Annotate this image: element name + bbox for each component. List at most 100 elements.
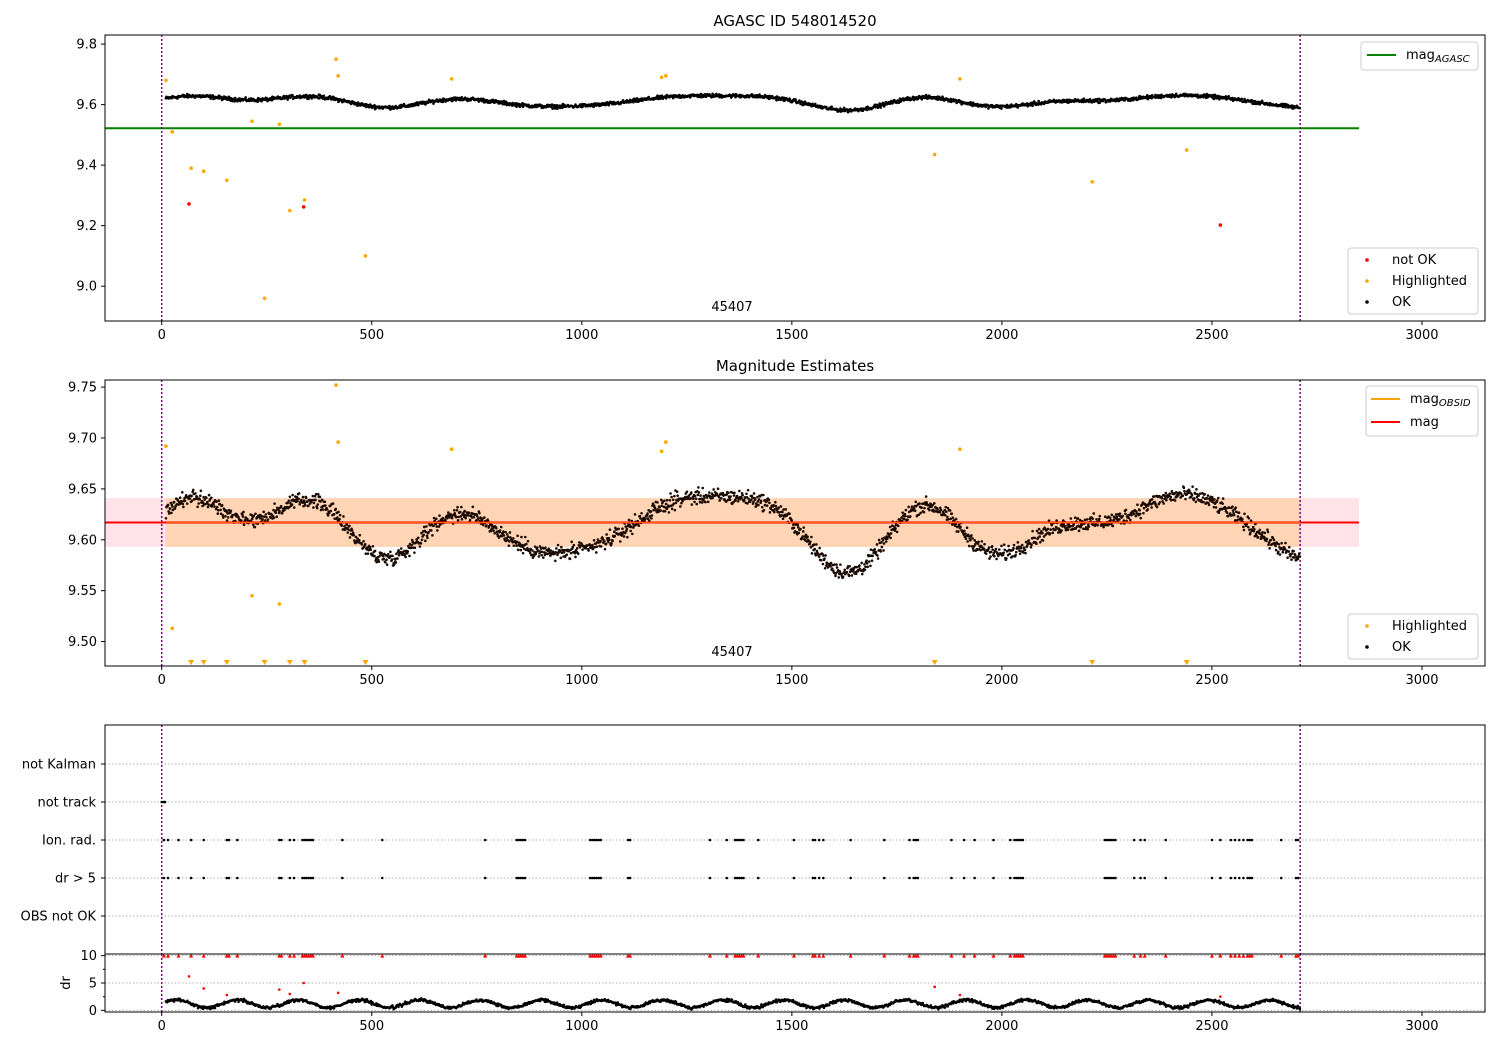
ok-point	[314, 498, 317, 502]
ok-point	[570, 540, 573, 544]
ok-point	[195, 495, 199, 499]
ok-point	[621, 527, 624, 530]
ok-point	[467, 511, 471, 514]
ok-point	[537, 549, 540, 552]
ion-rad-point	[1015, 838, 1018, 842]
ok-point	[226, 516, 230, 519]
ok-point	[865, 559, 868, 562]
ok-point	[646, 512, 649, 515]
ok-point	[572, 543, 576, 547]
ok-point	[777, 511, 781, 514]
dr-gt-5-point	[162, 876, 166, 880]
ok-point	[242, 510, 245, 514]
ok-point	[1037, 531, 1040, 535]
highlighted-point	[201, 169, 206, 173]
ion-rad-point	[288, 838, 292, 842]
ok-point	[413, 546, 417, 550]
ok-point	[868, 560, 871, 563]
ok-point	[1051, 531, 1055, 535]
ok-point	[1255, 534, 1258, 537]
ok-point	[1287, 545, 1291, 549]
ok-point	[888, 525, 892, 529]
ok-point	[938, 510, 942, 514]
dr-gt-5-point	[822, 876, 825, 880]
ok-point	[1201, 496, 1205, 499]
magnitude-panel: Magnitude Estimates 0 500 1000 1500 2000 2500…	[68, 357, 1486, 688]
ok-point	[211, 94, 215, 97]
ok-point	[732, 494, 736, 497]
ok-point	[483, 516, 486, 519]
ok-point	[1173, 499, 1177, 502]
ok-point	[1197, 494, 1200, 497]
ok-point	[364, 552, 368, 555]
ok-point	[965, 526, 969, 530]
ok-point	[939, 506, 942, 510]
ok-point	[432, 516, 436, 520]
flag-category-label: not Kalman	[22, 758, 96, 773]
ok-point	[637, 524, 641, 527]
dr-gt-5-point	[735, 876, 739, 880]
ok-point	[220, 504, 224, 507]
ok-point	[1215, 499, 1219, 502]
y-tick-label: 9.8	[76, 38, 97, 53]
dr-gt-5-point	[595, 876, 598, 880]
ok-point	[212, 502, 215, 506]
ok-point	[508, 531, 512, 534]
ok-point	[1207, 503, 1211, 507]
not-track-point	[163, 800, 167, 804]
ok-point	[1214, 506, 1218, 509]
ok-point	[1217, 511, 1221, 515]
ok-point	[948, 509, 952, 512]
ok-point	[331, 502, 335, 505]
ok-point	[1251, 525, 1255, 529]
ok-point	[460, 518, 464, 521]
ok-point	[649, 510, 653, 513]
ok-point	[821, 562, 825, 566]
ok-point	[591, 543, 594, 547]
ok-point	[351, 531, 355, 535]
ok-point	[711, 496, 714, 500]
ok-point	[759, 499, 763, 503]
ok-point	[696, 493, 700, 497]
ok-point	[170, 511, 173, 515]
ok-point	[253, 525, 257, 529]
below-range-marker	[301, 660, 308, 665]
agasc-legend-bottom: not OK Highlighted OK	[1347, 247, 1479, 315]
ok-point	[845, 570, 849, 574]
ok-point	[225, 519, 229, 522]
ok-point	[751, 496, 754, 499]
ok-point	[360, 543, 364, 546]
ok-point	[882, 542, 886, 545]
ok-point	[437, 525, 441, 528]
ok-point	[863, 562, 866, 566]
dr-gt-5-point	[591, 876, 594, 880]
ion-rad-point	[189, 838, 193, 842]
ok-point	[663, 499, 666, 503]
ok-point	[1012, 546, 1015, 550]
ok-point	[1253, 528, 1256, 531]
ok-point	[950, 512, 954, 515]
agasc-panel: AGASC ID 548014520 0 500 1000 1500 2000 2500 3…	[76, 12, 1486, 343]
ok-point	[1266, 528, 1269, 531]
ok-point	[1290, 552, 1294, 555]
ion-rad-point	[1013, 838, 1016, 842]
ok-point	[441, 100, 445, 104]
ok-point	[918, 502, 921, 505]
ok-point	[1035, 529, 1039, 533]
ok-point	[377, 560, 381, 563]
ion-rad-point	[1219, 838, 1222, 842]
ok-point	[712, 488, 715, 491]
ok-point	[882, 549, 885, 552]
ok-point	[967, 544, 971, 548]
ok-point	[358, 533, 362, 537]
ok-point	[923, 506, 926, 510]
ok-point	[303, 503, 307, 507]
dr-gt-5-point	[1107, 876, 1111, 880]
ion-rad-point	[1242, 838, 1245, 842]
ok-point	[1096, 523, 1099, 527]
dr-gt-5-point	[523, 876, 527, 880]
ok-point	[460, 96, 464, 99]
ion-rad-point	[916, 838, 920, 842]
below-range-marker	[200, 660, 207, 665]
ok-point	[378, 555, 381, 558]
